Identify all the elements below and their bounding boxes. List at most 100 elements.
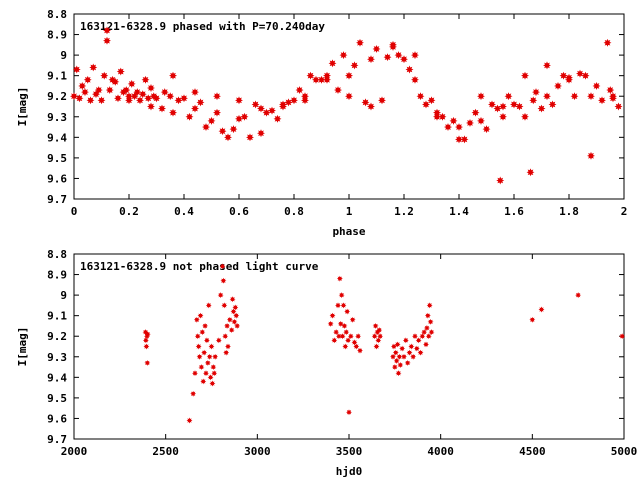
data-point	[94, 86, 103, 95]
chart-title: 163121-6328.9 phased with P=70.240day	[80, 20, 325, 33]
data-point	[192, 370, 198, 377]
data-point	[174, 96, 183, 105]
data-point	[338, 292, 345, 299]
data-point	[228, 327, 235, 334]
data-point	[341, 322, 348, 329]
data-point	[488, 100, 496, 109]
y-tick-label: 9.2	[47, 330, 67, 343]
data-point	[342, 343, 349, 350]
y-tick-label: 9.7	[47, 193, 67, 206]
data-point	[570, 92, 579, 101]
data-point	[226, 316, 233, 323]
data-point	[415, 337, 422, 344]
data-point	[336, 275, 343, 282]
data-point	[345, 337, 352, 344]
data-point	[499, 102, 507, 111]
y-axis-label: I[mag]	[16, 87, 29, 127]
data-point	[224, 133, 232, 142]
data-point	[400, 55, 408, 64]
x-tick-label: 0	[71, 205, 78, 218]
data-point	[416, 92, 425, 101]
data-point	[234, 322, 241, 329]
data-point	[203, 337, 210, 344]
data-point	[89, 63, 98, 72]
data-point	[160, 88, 169, 97]
data-point	[185, 112, 194, 121]
data-point	[401, 353, 407, 360]
data-point	[397, 362, 404, 368]
y-tick-label: 9.4	[47, 371, 67, 384]
data-point	[257, 129, 265, 138]
data-point	[143, 343, 150, 350]
data-point	[399, 345, 406, 352]
data-point	[339, 333, 346, 340]
y-tick-label: 9	[60, 49, 67, 62]
y-tick-label: 9.4	[47, 131, 67, 144]
data-point	[592, 81, 601, 90]
data-point	[213, 92, 221, 101]
data-point	[169, 71, 177, 80]
data-point	[543, 61, 551, 70]
y-tick-label: 9.1	[47, 310, 67, 323]
data-point	[100, 71, 109, 80]
data-point	[144, 359, 151, 366]
data-point	[169, 108, 177, 117]
data-point	[426, 302, 433, 309]
data-point	[543, 92, 551, 101]
data-point	[344, 308, 351, 315]
data-point	[532, 88, 540, 97]
data-point	[372, 44, 381, 53]
data-point	[83, 75, 92, 84]
y-tick-label: 9.7	[47, 433, 67, 446]
data-point	[204, 359, 211, 366]
data-point	[349, 316, 356, 323]
data-point	[147, 84, 155, 92]
phased-light-curve-panel: 0 0.2 0.4 0.6 0.8 1 1.2 1.4 1.6 1.8 2 8.8 8.9 9 9.1 9.2…	[16, 8, 627, 238]
data-point	[232, 304, 239, 311]
data-point	[405, 65, 414, 74]
x-tick-label: 0.4	[174, 205, 194, 218]
data-point	[575, 292, 582, 299]
data-point	[225, 343, 231, 350]
data-point	[207, 374, 214, 381]
data-point	[350, 61, 359, 70]
data-point	[333, 329, 340, 336]
x-tick-label: 1	[346, 205, 353, 218]
data-point	[230, 308, 237, 315]
data-point	[449, 116, 458, 125]
data-point	[355, 333, 362, 340]
data-point	[235, 114, 243, 123]
data-point	[510, 100, 518, 109]
data-point	[211, 370, 218, 377]
y-tick-label: 9.5	[47, 392, 67, 405]
data-point	[529, 96, 538, 105]
data-point	[208, 343, 215, 350]
data-point	[144, 94, 153, 103]
x-tick-label: 3000	[244, 445, 271, 458]
data-point	[389, 40, 397, 49]
data-point	[606, 86, 615, 95]
data-point	[191, 88, 199, 97]
data-point	[323, 71, 331, 80]
data-point	[295, 86, 304, 95]
data-point	[390, 353, 396, 360]
data-point	[195, 343, 202, 350]
data-point	[587, 151, 595, 160]
data-point	[335, 333, 342, 340]
x-tick-label: 2500	[152, 445, 179, 458]
data-point	[425, 333, 432, 340]
data-point	[209, 380, 216, 387]
data-point	[402, 337, 409, 344]
data-point	[378, 96, 386, 105]
data-point	[433, 108, 441, 117]
data-point	[103, 36, 111, 45]
data-point	[199, 329, 206, 336]
y-tick-label: 9.3	[47, 351, 67, 364]
data-point	[217, 292, 224, 299]
data-point	[460, 135, 469, 144]
data-point	[373, 343, 380, 350]
data-point	[194, 333, 201, 340]
data-point	[390, 343, 397, 350]
data-point	[353, 343, 360, 350]
data-point	[212, 353, 219, 360]
